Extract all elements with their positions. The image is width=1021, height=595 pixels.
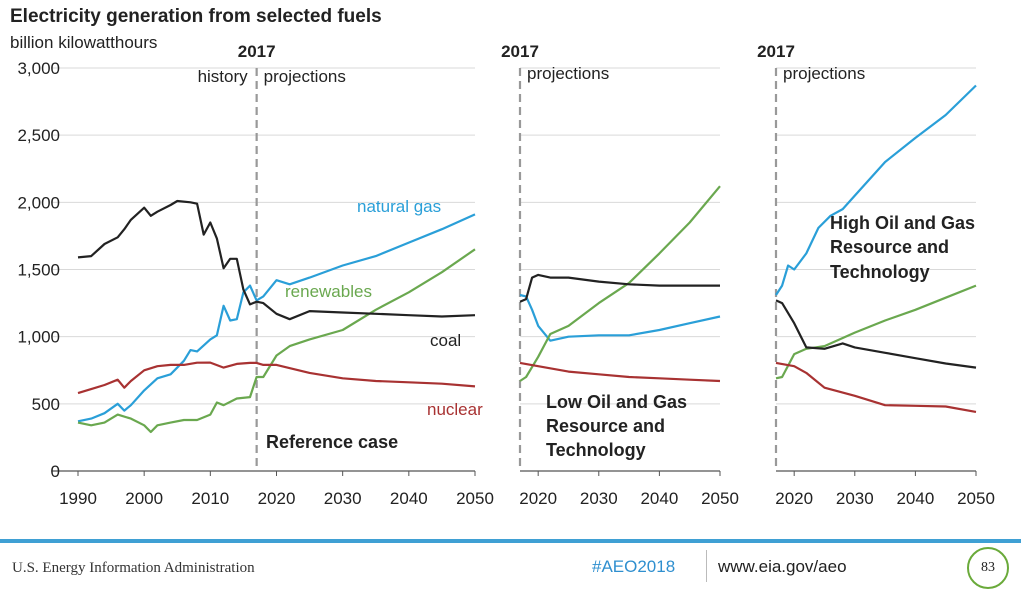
series-line-nuclear — [77, 361, 476, 395]
panel-3: 2020 2030 2040 2050 2017 projections — [757, 42, 995, 508]
case-label-high-3: Technology — [830, 262, 930, 282]
projections-label: projections — [264, 67, 346, 86]
series-line-natural-gas — [77, 213, 476, 423]
label-renewables: renewables — [285, 282, 372, 301]
panel-2: 2020 2030 2040 2050 2017 projections — [501, 42, 739, 508]
chart-area: 0 500 1,000 1,500 2,000 2,500 3,000 1990 2000 201… — [17, 42, 995, 508]
panel-1: 0 500 1,000 1,500 2,000 2,500 3,000 1990 2000 201… — [17, 42, 493, 508]
y-tick-label: 1,000 — [17, 328, 60, 347]
y-unit-label: billion kilowatthours — [10, 33, 158, 52]
x-tick-label: 2010 — [191, 489, 229, 508]
x-tick-label: 2030 — [836, 489, 874, 508]
x-tick-label: 2040 — [896, 489, 934, 508]
case-label-high-2: Resource and — [830, 237, 949, 257]
x-tick-label: 2050 — [456, 489, 494, 508]
x-tick-label: 2050 — [957, 489, 995, 508]
y-tick-label: 500 — [32, 395, 60, 414]
footer-website[interactable]: www.eia.gov/aeo — [718, 557, 847, 576]
x-tick-label: 2040 — [640, 489, 678, 508]
chart-title: Electricity generation from selected fue… — [10, 6, 382, 27]
footer-divider — [706, 550, 707, 582]
x-tick-label: 2030 — [580, 489, 618, 508]
marker-year-label: 2017 — [238, 42, 276, 61]
page-number: 83 — [967, 547, 1009, 589]
footer-agency: U.S. Energy Information Administration — [12, 560, 255, 576]
series-line-renewables — [77, 248, 476, 434]
label-nuclear: nuclear — [427, 400, 483, 419]
y-tick-label: 0 — [51, 462, 60, 481]
case-label-low-3: Technology — [546, 440, 646, 460]
series-line-coal — [519, 273, 720, 303]
case-label-low-2: Resource and — [546, 416, 665, 436]
series-line-nuclear — [775, 361, 977, 413]
x-tick-label: 2000 — [125, 489, 163, 508]
footer-hashtag[interactable]: #AEO2018 — [592, 557, 676, 576]
y-tick-label: 1,500 — [17, 261, 60, 280]
x-tick-label: 2030 — [324, 489, 362, 508]
annotations: natural gas renewables coal nuclear Refe… — [266, 197, 975, 460]
history-label: history — [198, 67, 249, 86]
x-tick-label: 2040 — [390, 489, 428, 508]
projections-label: projections — [527, 64, 609, 83]
x-tick-label: 1990 — [59, 489, 97, 508]
x-tick-label: 2050 — [701, 489, 739, 508]
marker-year-label: 2017 — [501, 42, 539, 61]
y-tick-label: 3,000 — [17, 59, 60, 78]
series-line-coal — [775, 299, 977, 369]
series-line-renewables — [519, 185, 721, 382]
x-tick-label: 2020 — [775, 489, 813, 508]
series-line-natural-gas — [519, 293, 721, 342]
y-tick-label: 2,500 — [17, 126, 60, 145]
series-line-nuclear — [519, 361, 721, 383]
x-tick-label: 2020 — [519, 489, 557, 508]
marker-year-label: 2017 — [757, 42, 795, 61]
case-label-reference: Reference case — [266, 432, 398, 452]
case-label-high-1: High Oil and Gas — [830, 213, 975, 233]
y-tick-label: 2,000 — [17, 193, 60, 212]
case-label-low-1: Low Oil and Gas — [546, 392, 687, 412]
footer-rule — [0, 539, 1021, 543]
series-line-natural-gas — [775, 84, 977, 296]
label-natural-gas: natural gas — [357, 197, 441, 216]
series-line-coal — [77, 199, 476, 321]
projections-label: projections — [783, 64, 865, 83]
x-tick-label: 2020 — [258, 489, 296, 508]
label-coal: coal — [430, 331, 461, 350]
